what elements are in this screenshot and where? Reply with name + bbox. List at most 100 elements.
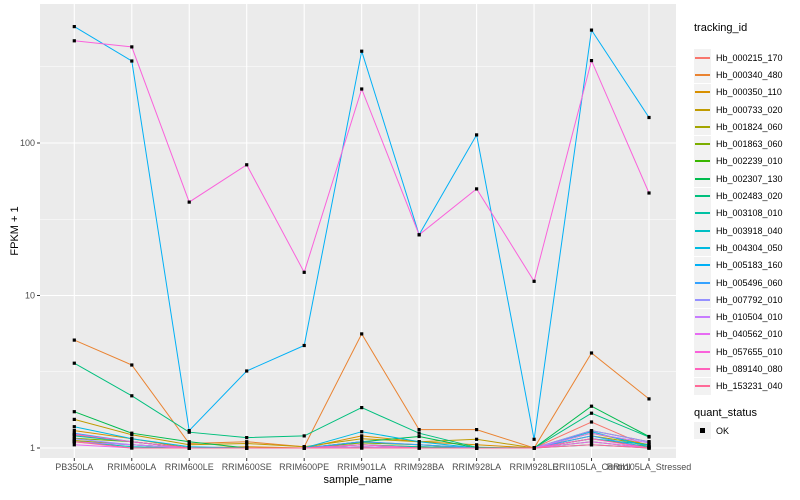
data-point xyxy=(72,432,76,436)
legend-line-swatch xyxy=(695,212,710,215)
legend-item-label: Hb_003918_040 xyxy=(716,225,783,236)
legend-item-label: Hb_004304_050 xyxy=(716,242,783,253)
legend-item-label: Hb_000350_110 xyxy=(716,87,782,98)
legend-key-box xyxy=(694,308,711,326)
data-point xyxy=(417,428,421,432)
data-point xyxy=(647,397,651,401)
x-tick-label: RRIM600PE xyxy=(279,462,329,472)
data-point xyxy=(72,440,76,444)
data-point xyxy=(360,430,364,434)
data-point xyxy=(647,191,651,195)
legend-item: Hb_005183_160 xyxy=(694,256,800,274)
legend-item-label: Hb_007792_010 xyxy=(716,294,783,305)
data-point xyxy=(589,443,594,447)
legend-line-swatch xyxy=(695,125,710,128)
data-point xyxy=(72,425,76,429)
data-point xyxy=(245,369,249,373)
legend-item-label: Hb_002483_020 xyxy=(716,191,783,202)
legend-key-box xyxy=(694,239,711,257)
data-point xyxy=(130,59,134,63)
data-point xyxy=(360,87,364,91)
data-point xyxy=(360,332,364,336)
data-point xyxy=(187,200,191,204)
legend-key-box xyxy=(694,170,711,188)
data-point xyxy=(187,443,191,447)
data-point xyxy=(589,59,594,63)
data-point xyxy=(360,443,364,447)
data-point xyxy=(475,443,479,447)
legend-item-label: Hb_005496_060 xyxy=(716,277,783,288)
data-point xyxy=(647,435,651,439)
data-point xyxy=(360,440,364,444)
legend-item-label: Hb_000215_170 xyxy=(716,52,783,63)
legend-line-swatch xyxy=(695,316,710,319)
legend-key-box xyxy=(694,135,711,153)
quant-status-legend: quant_status OK xyxy=(694,406,800,440)
legend-item-label: Hb_010504_010 xyxy=(716,312,783,323)
legend: tracking_id Hb_000215_170 Hb_000340_480 Hb… xyxy=(694,22,800,440)
data-point xyxy=(475,437,479,441)
ok-square-icon xyxy=(700,428,705,434)
legend-item: Hb_002483_020 xyxy=(694,187,800,205)
data-point xyxy=(417,443,421,447)
data-point xyxy=(475,187,479,191)
legend-item: Hb_002239_010 xyxy=(694,152,800,170)
legend-line-swatch xyxy=(695,264,710,267)
legend-line-swatch xyxy=(695,298,710,301)
data-point xyxy=(589,437,594,441)
panel-background xyxy=(40,4,676,458)
legend-title-quant-status: quant_status xyxy=(694,406,757,419)
data-point xyxy=(647,443,651,447)
data-point xyxy=(130,45,134,49)
legend-line-swatch xyxy=(695,350,710,353)
data-point xyxy=(130,363,134,367)
legend-item: Hb_040562_010 xyxy=(694,325,800,343)
x-tick-label: PB350LA xyxy=(55,462,93,472)
legend-key-box xyxy=(694,83,711,101)
data-point xyxy=(245,163,249,167)
legend-item: Hb_153231_040 xyxy=(694,377,800,395)
x-axis-title: sample_name xyxy=(323,474,393,486)
legend-line-swatch xyxy=(695,73,710,76)
legend-key-box xyxy=(694,204,711,222)
tracking-id-legend-rows: Hb_000215_170 Hb_000340_480 Hb_000350_110 H… xyxy=(694,49,800,395)
legend-line-swatch xyxy=(695,367,710,370)
x-tick-label: RRIM600SE xyxy=(222,462,272,472)
data-point xyxy=(72,338,76,342)
data-point xyxy=(360,434,364,438)
legend-item-label: Hb_002307_130 xyxy=(716,173,783,184)
data-point xyxy=(72,437,76,441)
x-tick-label: RRIM928LE xyxy=(510,462,559,472)
legend-item: Hb_057655_010 xyxy=(694,343,800,361)
legend-item: Hb_005496_060 xyxy=(694,274,800,291)
legend-item: Hb_001863_060 xyxy=(694,135,800,153)
data-point xyxy=(360,446,364,450)
legend-key-box xyxy=(694,325,711,343)
legend-item-label: Hb_000340_480 xyxy=(716,69,783,80)
legend-item-label: Hb_001863_060 xyxy=(716,139,783,150)
data-point xyxy=(72,417,76,421)
data-point xyxy=(302,343,306,348)
data-point xyxy=(72,361,76,365)
legend-item: OK xyxy=(694,422,800,440)
data-point xyxy=(647,441,651,445)
legend-line-swatch xyxy=(695,177,710,180)
legend-key-box xyxy=(694,118,711,136)
data-point xyxy=(245,436,249,440)
legend-item-label: Hb_003108_010 xyxy=(716,208,783,219)
data-point xyxy=(130,431,134,435)
x-tick-label: RRII105LA_Stressed xyxy=(607,462,692,472)
data-point xyxy=(72,39,76,43)
data-point xyxy=(245,446,249,450)
legend-line-swatch xyxy=(695,195,710,198)
legend-key-box xyxy=(694,360,711,378)
legend-key-box xyxy=(694,222,711,240)
legend-line-swatch xyxy=(695,333,710,336)
legend-item: Hb_000733_020 xyxy=(694,101,800,119)
legend-item-label: OK xyxy=(716,425,730,436)
data-point xyxy=(72,429,76,433)
data-point xyxy=(130,394,134,398)
data-point xyxy=(245,441,249,446)
data-point xyxy=(72,410,76,414)
legend-item: Hb_000340_480 xyxy=(694,66,800,84)
